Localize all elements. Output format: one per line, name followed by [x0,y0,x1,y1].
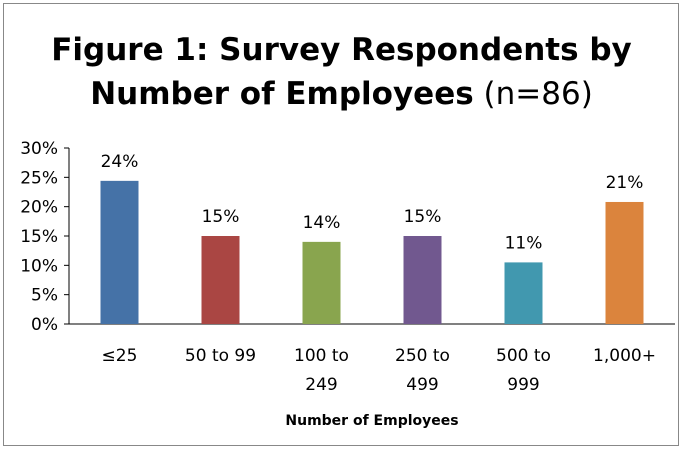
chart-title: Figure 1: Survey Respondents by Number o… [0,28,683,116]
y-tick-label: 25% [20,168,58,188]
x-tick-label: 1,000+ [593,346,656,366]
bars [100,180,644,324]
x-axis-label: Number of Employees [285,413,458,429]
bar [201,236,240,324]
title-line-1: Figure 1: Survey Respondents by [51,32,632,68]
data-label: 11% [505,233,543,253]
x-tick-label: 249 [305,375,337,395]
bar [100,180,139,324]
y-tick-label: 20% [20,198,58,218]
x-tick-label: 500 to [496,346,551,366]
x-tick-label: ≤25 [102,346,138,366]
bar [403,236,442,324]
title-suffix: (n=86) [483,76,593,112]
y-tick-label: 30% [20,139,58,159]
bar [302,241,341,324]
data-label: 14% [303,213,341,233]
title-line-2: Number of Employees [90,76,474,112]
bar [605,201,644,324]
y-tick-label: 0% [31,315,58,335]
y-tick-label: 10% [20,256,58,276]
bar [504,262,543,324]
y-ticks: 0% 5% 10% 15% 20% 25% 30% [20,139,69,335]
x-tick-label: 499 [406,375,438,395]
data-label: 21% [606,173,644,193]
category-labels: ≤25 50 to 99 100 to 249 250 to 499 500 to 999 1,… [102,346,656,395]
y-tick-label: 5% [31,286,58,306]
data-label: 24% [101,152,139,172]
x-tick-label: 250 to [395,346,450,366]
data-labels: 24% 15% 14% 15% 11% 21% [101,152,644,254]
x-tick-label: 999 [507,375,539,395]
x-tick-label: 100 to [294,346,349,366]
data-label: 15% [404,207,442,227]
data-label: 15% [202,207,240,227]
y-tick-label: 15% [20,227,58,247]
x-tick-label: 50 to 99 [185,346,256,366]
